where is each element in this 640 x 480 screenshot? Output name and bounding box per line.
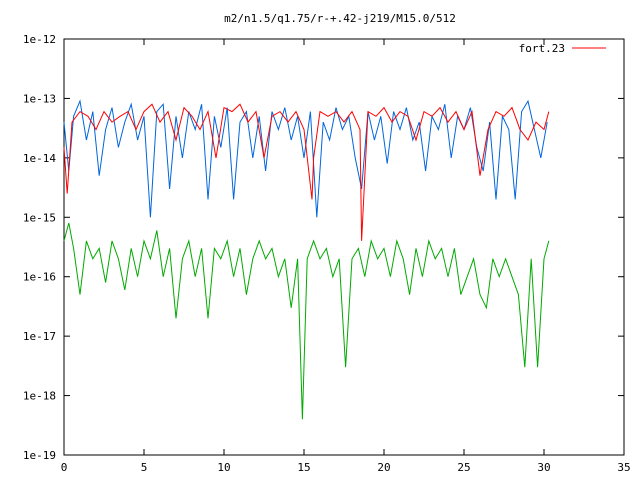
legend: fort.23	[519, 42, 606, 55]
y-tick-label: 1e-16	[23, 271, 56, 284]
series-line-1	[63, 99, 548, 218]
series-line-2	[63, 222, 550, 420]
series-layer	[63, 99, 550, 420]
y-tick-label: 1e-17	[23, 330, 56, 343]
legend-label: fort.23	[519, 42, 565, 55]
x-tick-label: 10	[217, 461, 230, 474]
y-tick-label: 1e-14	[23, 152, 56, 165]
y-tick-label: 1e-12	[23, 33, 56, 46]
x-axis-ticks: 0 5 10 15 20 25 30 35	[61, 39, 631, 474]
y-tick-label: 1e-19	[23, 449, 56, 462]
series-line-fort-23	[63, 103, 550, 241]
x-tick-label: 15	[297, 461, 310, 474]
x-tick-label: 0	[61, 461, 68, 474]
plot-border	[63, 38, 625, 456]
x-tick-label: 25	[457, 461, 470, 474]
x-tick-label: 30	[537, 461, 550, 474]
x-tick-label: 35	[617, 461, 630, 474]
plot-frame	[63, 38, 625, 456]
y-axis-ticks: 1e-12 1e-13 1e-14 1e-15 1e-16 1e-17 1e-18 1e-19	[23, 33, 624, 462]
x-tick-label: 5	[141, 461, 148, 474]
y-tick-label: 1e-15	[23, 211, 56, 224]
y-tick-label: 1e-13	[23, 92, 56, 105]
y-tick-label: 1e-18	[23, 390, 56, 403]
chart-title: m2/n1.5/q1.75/r-+.42-j219/M15.0/512	[224, 12, 456, 25]
x-tick-label: 20	[377, 461, 390, 474]
